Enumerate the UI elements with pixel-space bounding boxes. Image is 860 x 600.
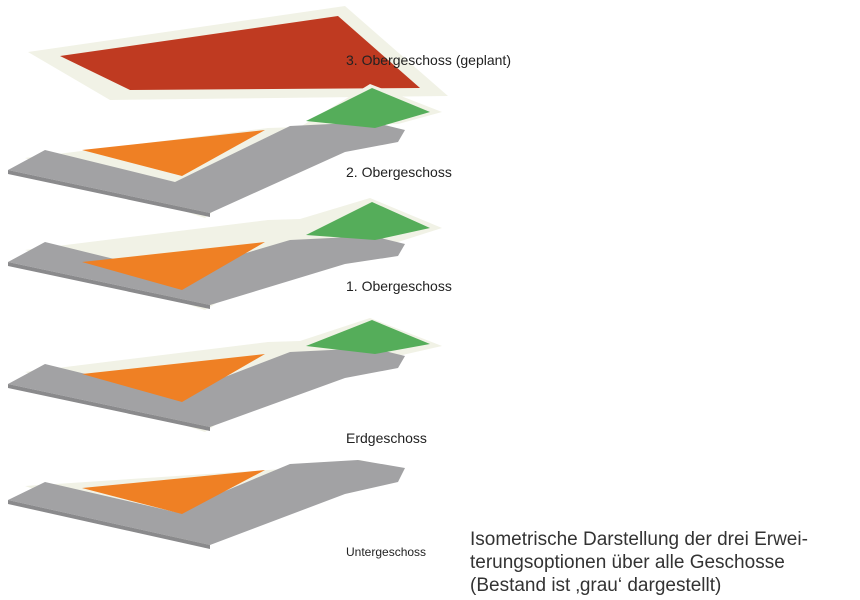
floor-label-ug: Untergeschoss — [346, 545, 427, 559]
extension-option-green — [306, 320, 430, 354]
extension-option-orange — [82, 130, 265, 176]
extension-option-orange — [82, 242, 265, 290]
extension-option-green — [306, 202, 430, 240]
caption-line-3: (Bestand ist ‚grau‘ dargestellt) — [470, 575, 722, 596]
diagram-caption: Isometrische Darstellung der drei Erwei-… — [470, 528, 850, 597]
extension-option-orange — [82, 354, 265, 402]
caption-line-2: terungsoptionen über alle Geschosse — [470, 552, 785, 573]
existing-building-underside — [8, 262, 210, 309]
caption-line-1: Isometrische Darstellung der drei Erwei- — [470, 529, 808, 550]
existing-building-underside — [8, 500, 210, 549]
floor-3-obergeschoss-geplant — [28, 6, 448, 100]
floor-label-1-og: 1. Obergeschoss — [346, 278, 452, 294]
existing-building — [8, 122, 405, 213]
existing-building-underside — [8, 384, 210, 431]
floor-2-obergeschoss — [8, 84, 442, 218]
existing-building-underside — [8, 170, 210, 217]
floor-erdgeschoss — [8, 318, 442, 432]
floor-label-3-og: 3. Obergeschoss (geplant) — [346, 52, 511, 68]
extension-option-green — [306, 88, 430, 128]
existing-building — [8, 460, 405, 545]
floor-untergeschoss — [8, 460, 405, 549]
planned-extension-red — [60, 16, 420, 90]
floor-label-eg: Erdgeschoss — [346, 430, 427, 446]
extension-option-orange — [82, 470, 265, 514]
floor-1-obergeschoss — [8, 198, 442, 310]
floor-label-2-og: 2. Obergeschoss — [346, 164, 452, 180]
